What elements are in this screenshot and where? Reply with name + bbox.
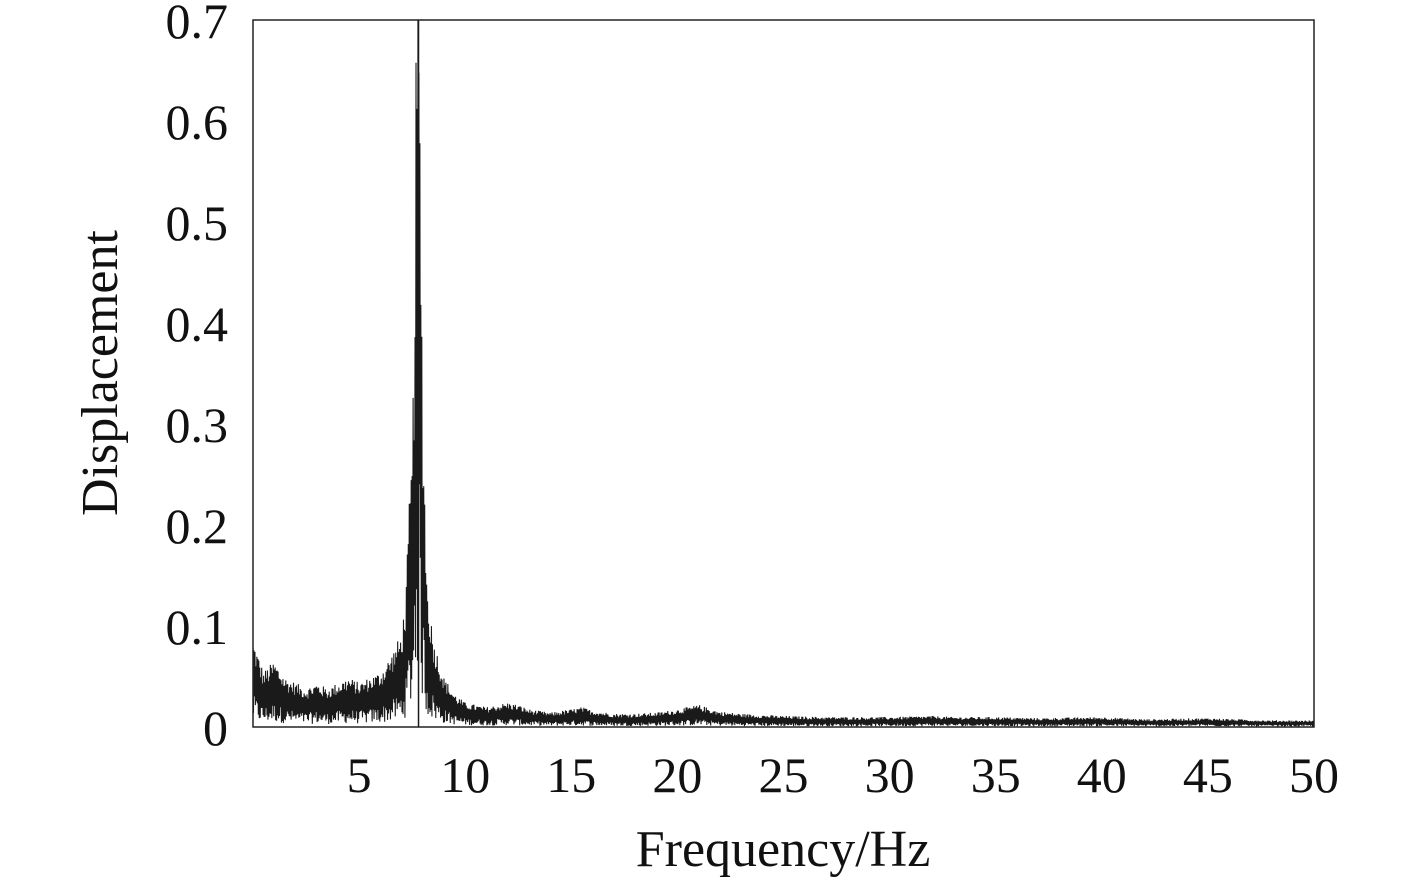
x-tick-label: 20 — [652, 747, 702, 803]
y-tick-label: 0.2 — [166, 498, 229, 554]
x-tick-label: 35 — [971, 747, 1021, 803]
plot-frame — [252, 19, 1315, 728]
y-axis-label: Displacement — [72, 230, 129, 516]
x-tick-label: 10 — [440, 747, 490, 803]
y-tick-label: 0.5 — [166, 195, 229, 251]
x-tick-label: 15 — [546, 747, 596, 803]
y-tick-label: 0.7 — [166, 0, 229, 49]
x-tick-label: 45 — [1183, 747, 1233, 803]
series-line — [252, 19, 1315, 727]
x-tick-label: 5 — [347, 747, 372, 803]
y-tick-label: 0.3 — [166, 397, 229, 453]
x-tick-label: 50 — [1289, 747, 1339, 803]
x-tick-label: 25 — [759, 747, 809, 803]
x-axis-label: Frequency/Hz — [636, 821, 931, 878]
y-tick-label: 0.4 — [166, 296, 229, 352]
x-tick-label: 40 — [1077, 747, 1127, 803]
y-tick-label: 0.1 — [166, 599, 229, 655]
y-tick-label: 0.6 — [166, 94, 229, 150]
y-tick-label: 0 — [203, 700, 228, 756]
x-tick-label: 30 — [865, 747, 915, 803]
